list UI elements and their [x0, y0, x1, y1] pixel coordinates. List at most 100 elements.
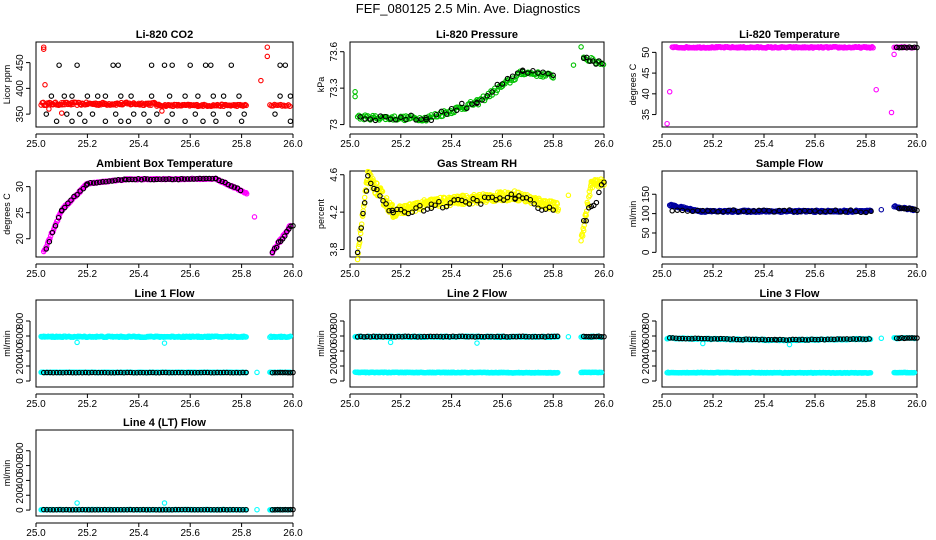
- data-point: [436, 198, 442, 205]
- x-tick-label: 25.2: [78, 269, 98, 280]
- data-point: [583, 218, 589, 224]
- series-magenta: [40, 175, 293, 256]
- data-point: [555, 206, 562, 212]
- data-point: [418, 116, 424, 122]
- data-point: [710, 208, 716, 214]
- y-tick-label: 25: [15, 207, 26, 219]
- data-point: [47, 236, 53, 242]
- data-point: [141, 111, 147, 117]
- y-tick-label: 150: [641, 185, 652, 202]
- data-point: [394, 206, 400, 213]
- data-point: [61, 93, 68, 99]
- y-axis-label: percent: [316, 198, 326, 229]
- x-tick-label: 25.8: [856, 139, 876, 150]
- x-tick-label: 25.8: [232, 139, 252, 150]
- data-point: [447, 200, 454, 206]
- x-tick-label: 26.0: [283, 399, 303, 410]
- data-point: [679, 207, 686, 214]
- data-point: [428, 205, 435, 211]
- x-tick-label: 25.8: [543, 269, 563, 280]
- data-point: [210, 93, 217, 99]
- y-tick-label: 0: [641, 378, 652, 384]
- y-axis-label: ml/min: [316, 330, 326, 357]
- y-tick-label: 400: [15, 80, 26, 97]
- y-tick-label: 450: [15, 54, 26, 71]
- data-point: [106, 178, 112, 184]
- data-point: [434, 195, 441, 202]
- data-point: [392, 117, 399, 123]
- data-point: [361, 194, 368, 201]
- data-point: [379, 188, 386, 195]
- data-point: [398, 114, 404, 121]
- data-point: [251, 214, 258, 220]
- data-point: [238, 118, 245, 125]
- data-point: [69, 118, 75, 125]
- data-point: [786, 207, 793, 213]
- data-point: [356, 239, 363, 245]
- data-point: [74, 500, 80, 506]
- data-point: [519, 70, 526, 77]
- data-point: [285, 102, 292, 108]
- data-point: [103, 178, 109, 185]
- data-point: [531, 201, 537, 207]
- plot-frame: [349, 41, 605, 128]
- y-tick-label: 400: [15, 342, 26, 359]
- data-point: [725, 207, 732, 214]
- data-point: [264, 44, 271, 50]
- data-point: [62, 204, 68, 211]
- data-point: [144, 176, 151, 182]
- data-point: [254, 369, 260, 376]
- panel-line-1-flow: Line 1 Flow 25.0 25.2 25.4 25.6 25.8 26.0 0 2004…: [2, 288, 303, 410]
- data-point: [807, 208, 813, 215]
- data-point: [191, 176, 197, 182]
- data-point: [161, 340, 168, 346]
- plot-frame: [661, 41, 918, 128]
- data-point: [112, 177, 118, 184]
- data-point: [674, 207, 681, 213]
- data-point: [209, 175, 216, 182]
- data-point: [203, 175, 209, 182]
- data-point: [550, 72, 556, 79]
- data-point: [893, 44, 900, 51]
- y-tick-label: 100: [641, 205, 652, 222]
- y-tick-label: 73: [329, 119, 340, 131]
- data-point: [161, 500, 168, 506]
- data-point: [148, 93, 155, 99]
- data-point: [870, 45, 876, 51]
- data-point: [102, 118, 109, 125]
- data-point: [40, 46, 47, 52]
- data-point: [115, 177, 121, 183]
- data-point: [365, 173, 371, 179]
- data-point: [599, 60, 605, 67]
- data-point: [587, 192, 593, 199]
- data-point: [478, 201, 484, 207]
- data-point: [545, 70, 551, 77]
- data-point: [565, 334, 572, 340]
- data-point: [89, 111, 96, 117]
- data-point: [822, 208, 828, 215]
- data-point: [550, 207, 556, 213]
- data-point: [200, 118, 206, 125]
- data-point: [187, 176, 194, 182]
- data-point: [781, 207, 788, 214]
- x-tick-label: 25.0: [340, 399, 360, 410]
- data-point: [578, 238, 584, 244]
- data-point: [210, 111, 217, 117]
- data-point: [761, 207, 767, 213]
- data-point: [700, 340, 706, 347]
- x-tick-label: 25.0: [26, 269, 46, 280]
- data-point: [596, 59, 602, 66]
- panel-title: Line 1 Flow: [135, 288, 195, 300]
- y-tick-label: 30: [15, 181, 26, 193]
- data-point: [112, 111, 119, 117]
- series-black: [43, 175, 296, 256]
- x-tick-label: 25.0: [26, 139, 46, 150]
- data-point: [372, 117, 379, 124]
- data-point: [377, 193, 383, 199]
- x-tick-label: 25.6: [805, 269, 825, 280]
- data-point: [52, 223, 59, 229]
- data-point: [489, 89, 495, 95]
- data-point: [593, 199, 600, 206]
- data-point: [484, 93, 490, 99]
- plot-frame: [661, 170, 918, 258]
